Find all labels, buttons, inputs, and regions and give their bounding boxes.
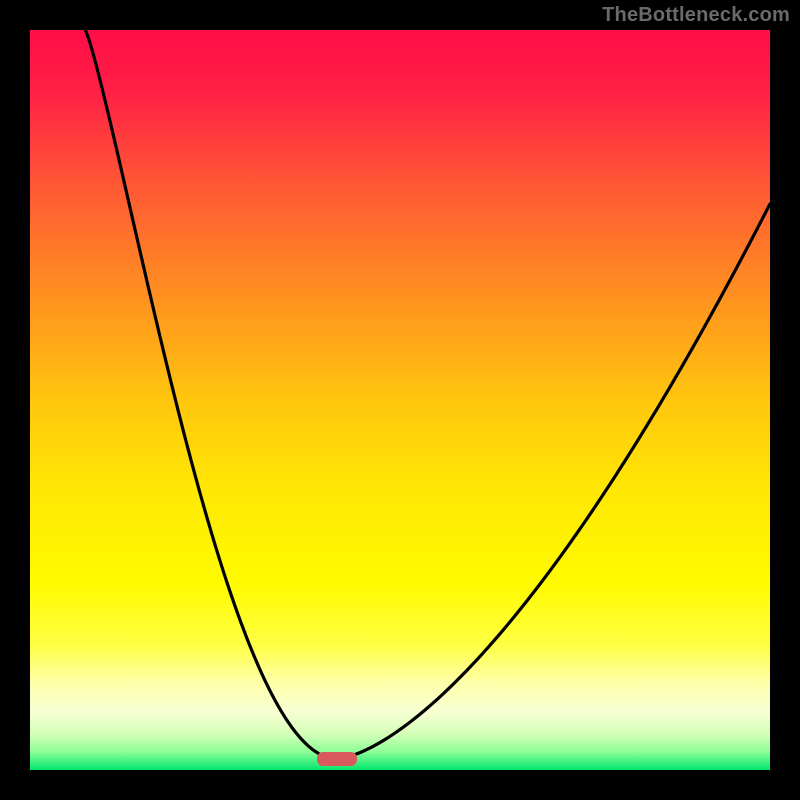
bottleneck-curves: [30, 30, 770, 770]
chart-container: TheBottleneck.com: [0, 0, 800, 800]
minimum-marker: [317, 752, 358, 765]
watermark-text: TheBottleneck.com: [602, 4, 790, 27]
plot-area: [30, 30, 770, 770]
curve-left: [86, 30, 338, 759]
curve-right: [337, 204, 770, 759]
